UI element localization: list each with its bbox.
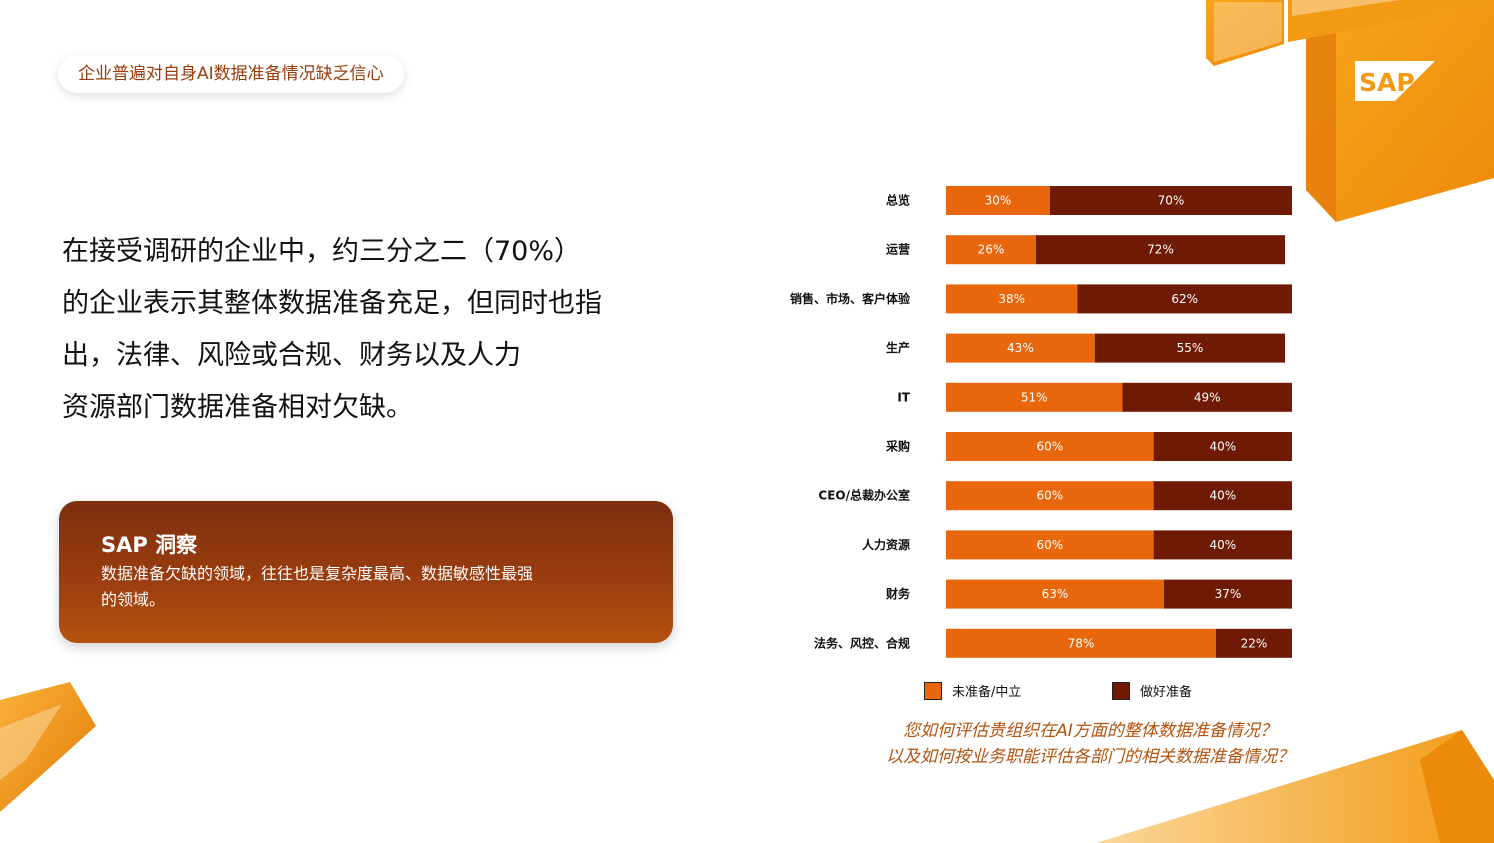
deco-top-box-2-face <box>1292 0 1400 16</box>
bar-ready <box>1035 235 1286 265</box>
category-label: 采购 <box>885 439 910 454</box>
headline-line: 出，法律、风险或合规、财务以及人力 <box>62 340 521 371</box>
bar-not-ready <box>946 628 1216 658</box>
insight-body-line: 数据准备欠缺的领域，往往也是复杂度最高、数据敏感性最强 <box>101 564 534 583</box>
data-label: 60% <box>1036 538 1063 552</box>
insight-title: SAP 洞察 <box>101 533 198 557</box>
bar-ready <box>1153 530 1292 560</box>
category-label: CEO/总裁办公室 <box>818 488 910 503</box>
insight-card: SAP 洞察 数据准备欠缺的领域，往往也是复杂度最高、数据敏感性最强 的领域。 <box>59 501 673 643</box>
bar-ready <box>1122 382 1292 412</box>
stacked-bar-chart: 总览 30% 70% 运营 26% 72% 销售、市场、客户体验 38% 62% 生产 43% 55%… <box>790 186 1292 658</box>
question-line: 以及如何按业务职能评估各部门的相关数据准备情况？ <box>886 747 1294 767</box>
insight-body-line: 的领域。 <box>101 590 166 609</box>
headline-line: 的企业表示其整体数据准备充足，但同时也指 <box>62 288 602 319</box>
bar-not-ready <box>946 382 1123 412</box>
legend-label-ready: 做好准备 <box>1140 685 1193 700</box>
bar-ready <box>1163 579 1292 609</box>
question-line: 您如何评估贵组织在AI方面的整体数据准备情况？ <box>903 721 1277 741</box>
bar-not-ready <box>946 235 1036 265</box>
category-label: IT <box>897 390 910 404</box>
data-label: 26% <box>978 243 1005 257</box>
bar-not-ready <box>946 333 1095 363</box>
deco-top-box-1-face <box>1214 2 1282 62</box>
section-tag: 企业普遍对自身AI数据准备情况缺乏信心 <box>58 55 404 93</box>
data-label: 30% <box>985 194 1012 208</box>
legend-swatch-ready <box>1112 681 1130 700</box>
legend-item-not-ready: 未准备/中立 <box>924 681 1021 700</box>
data-label: 78% <box>1068 636 1095 650</box>
deco-top-right-block <box>1306 0 1494 222</box>
legend-swatch-not-ready <box>924 681 942 700</box>
insight-body: 数据准备欠缺的领域，往往也是复杂度最高、数据敏感性最强 的领域。 <box>101 561 631 613</box>
data-label: 22% <box>1241 636 1268 650</box>
legend-label-not-ready: 未准备/中立 <box>952 685 1022 700</box>
bar-not-ready <box>946 432 1154 461</box>
bar-ready <box>1049 186 1292 215</box>
headline-line: 资源部门数据准备相对欠缺。 <box>62 392 413 423</box>
bar-ready <box>1153 432 1292 461</box>
bar-ready <box>1153 481 1292 511</box>
data-label: 37% <box>1215 587 1242 601</box>
legend-item-ready: 做好准备 <box>1112 681 1192 700</box>
headline-line: 在接受调研的企业中，约三分之二（70%） <box>62 236 582 267</box>
category-label: 总览 <box>886 193 910 208</box>
deco-bottom-left-wedge <box>0 682 96 812</box>
bar-ready <box>1077 284 1292 314</box>
bar-not-ready <box>946 579 1164 609</box>
headline-text: 在接受调研的企业中，约三分之二（70%） 的企业表示其整体数据准备充足，但同时也… <box>62 226 682 434</box>
data-label: 40% <box>1209 538 1236 552</box>
deco-bottom-right-wedge <box>1096 730 1494 843</box>
category-label: 销售、市场、客户体验 <box>790 291 911 306</box>
category-label: 人力资源 <box>862 537 910 552</box>
deco-top-right-facet <box>1306 0 1336 222</box>
category-label: 财务 <box>885 586 911 601</box>
data-label: 51% <box>1021 390 1048 404</box>
deco-top-box-2 <box>1288 0 1494 42</box>
data-label: 38% <box>998 292 1025 306</box>
data-label: 70% <box>1158 194 1185 208</box>
sap-logo: SAP <box>1355 61 1435 101</box>
data-label: 60% <box>1036 440 1063 454</box>
bar-ready <box>1094 333 1286 363</box>
data-label: 72% <box>1147 243 1174 257</box>
deco-bottom-right-facet <box>1420 730 1494 843</box>
bar-not-ready <box>946 530 1154 560</box>
bar-not-ready <box>946 481 1154 511</box>
survey-question: 您如何评估贵组织在AI方面的整体数据准备情况？ 以及如何按业务职能评估各部门的相… <box>840 718 1340 770</box>
deco-bottom-left-facet <box>0 704 62 780</box>
data-label: 40% <box>1209 489 1236 503</box>
bar-not-ready <box>946 186 1050 215</box>
svg-text:SAP: SAP <box>1359 68 1415 97</box>
data-label: 62% <box>1171 292 1198 306</box>
data-label: 49% <box>1194 390 1221 404</box>
category-label: 生产 <box>886 340 910 355</box>
data-label: 55% <box>1177 341 1204 355</box>
bar-not-ready <box>946 284 1078 314</box>
bar-ready <box>1215 628 1292 658</box>
category-label: 运营 <box>886 242 910 257</box>
category-label: 法务、风控、合规 <box>814 635 910 650</box>
data-label: 40% <box>1209 440 1236 454</box>
data-label: 60% <box>1036 489 1063 503</box>
data-label: 63% <box>1042 587 1069 601</box>
data-label: 43% <box>1007 341 1034 355</box>
